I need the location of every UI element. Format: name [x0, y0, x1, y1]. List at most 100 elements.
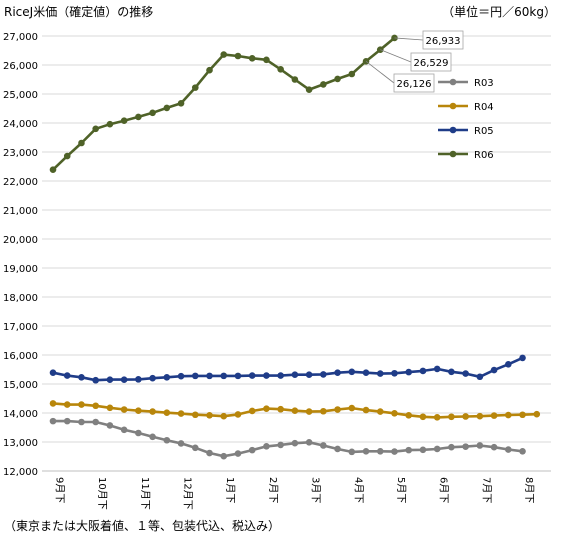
point-r05 [448, 368, 455, 376]
point-r05 [419, 367, 427, 375]
point-r06 [78, 139, 85, 147]
point-r05 [149, 374, 156, 382]
point-r04 [248, 407, 256, 415]
point-r06 [49, 166, 57, 173]
point-r03 [334, 445, 341, 453]
x-tick-label: 6月下 [438, 477, 450, 503]
point-r05 [177, 372, 185, 380]
point-r03 [177, 440, 185, 447]
unit-label: （単位＝円／60kg） [442, 4, 556, 19]
y-tick-label: 17,000 [3, 322, 38, 333]
point-r03 [476, 442, 484, 449]
point-r05 [362, 369, 370, 376]
point-r04 [263, 405, 270, 412]
point-r05 [163, 374, 171, 381]
point-r03 [362, 447, 370, 455]
point-r05 [120, 376, 128, 383]
point-r05 [63, 372, 71, 379]
x-tick-label: 10月下 [96, 477, 108, 510]
point-r04 [206, 412, 213, 419]
legend-marker [449, 150, 457, 158]
point-r05 [433, 365, 441, 373]
label-leader [365, 61, 395, 84]
point-r04 [305, 408, 313, 415]
y-tick-label: 13,000 [3, 438, 38, 449]
point-r06 [263, 56, 270, 64]
y-tick-label: 15,000 [3, 380, 38, 391]
point-r05 [291, 371, 299, 379]
x-tick-label: 4月下 [352, 477, 364, 503]
point-r05 [92, 376, 99, 384]
point-r06 [163, 104, 171, 112]
point-r04 [519, 411, 526, 419]
point-r03 [433, 445, 441, 453]
point-r05 [277, 372, 284, 379]
point-r03 [505, 446, 512, 453]
point-r04 [490, 412, 498, 419]
point-r04 [505, 411, 512, 419]
y-tick-label: 16,000 [3, 351, 38, 362]
point-r06 [334, 75, 341, 83]
point-r03 [263, 443, 270, 450]
x-tick-label: 7月下 [480, 477, 492, 503]
data-label: 26,529 [414, 58, 449, 69]
label-leader [394, 37, 424, 41]
x-tick-label: 5月下 [395, 477, 407, 503]
point-r06 [63, 152, 71, 160]
data-label: 26,126 [397, 79, 432, 90]
point-r04 [277, 405, 284, 413]
point-r05 [519, 354, 526, 362]
point-r03 [405, 446, 413, 454]
point-r04 [234, 411, 242, 418]
chart-title: RiceJ米価（確定値）の推移 [4, 4, 153, 19]
point-r03 [191, 444, 199, 452]
point-r04 [49, 400, 57, 407]
x-tick-label: 1月下 [224, 477, 236, 503]
point-r04 [348, 404, 356, 412]
axes: 12,000 13,000 14,000 15,000 16,000 17,000 18,0… [3, 32, 551, 510]
point-r06 [191, 84, 199, 91]
point-r03 [320, 442, 327, 449]
point-r03 [206, 449, 213, 457]
y-tick-label: 20,000 [3, 235, 38, 246]
x-tick-label: 11月下 [139, 477, 151, 510]
legend-marker [449, 126, 457, 134]
legend-marker [449, 78, 457, 86]
point-r05 [376, 370, 384, 377]
point-r04 [433, 414, 441, 421]
point-r03 [163, 436, 171, 444]
point-r04 [362, 406, 370, 414]
point-r05 [135, 376, 142, 383]
point-r05 [334, 369, 341, 376]
gridlines [42, 35, 551, 472]
point-r05 [490, 366, 498, 374]
point-r04 [334, 406, 341, 413]
y-tick-label: 27,000 [3, 32, 38, 43]
point-r06 [149, 109, 156, 117]
x-tick-label: 8月下 [523, 477, 535, 503]
point-r04 [533, 410, 541, 418]
point-r06 [248, 55, 256, 62]
y-tick-label: 26,000 [3, 61, 38, 72]
y-tick-label: 23,000 [3, 148, 38, 159]
point-r06 [92, 125, 99, 133]
point-r06 [234, 52, 242, 60]
point-r05 [191, 372, 199, 380]
point-r03 [78, 418, 85, 426]
point-r05 [49, 369, 57, 376]
data-label: 26,933 [426, 36, 461, 47]
point-r05 [220, 372, 228, 380]
point-r03 [348, 448, 356, 456]
x-tick-label: 2月下 [267, 477, 279, 503]
label-box [422, 30, 464, 50]
point-r05 [320, 371, 327, 378]
point-r03 [149, 433, 156, 441]
y-tick-label: 19,000 [3, 264, 38, 275]
point-r03 [305, 438, 313, 446]
y-tick-label: 18,000 [3, 293, 38, 304]
point-r03 [448, 443, 455, 451]
y-tick-label: 24,000 [3, 119, 38, 130]
point-r03 [519, 447, 526, 455]
point-r04 [320, 407, 327, 415]
